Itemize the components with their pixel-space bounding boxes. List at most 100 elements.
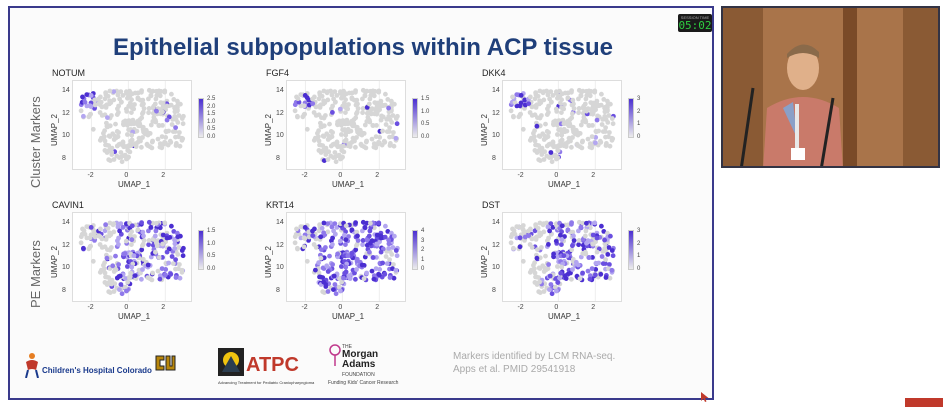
cell-point — [607, 275, 613, 281]
cell-point — [116, 130, 121, 135]
color-legend-bar — [628, 98, 634, 138]
cell-point — [145, 130, 151, 136]
cell-point — [332, 150, 338, 155]
cell-point — [294, 94, 299, 100]
cell-point — [568, 138, 573, 144]
cell-point — [304, 258, 310, 264]
cell-point — [312, 94, 317, 100]
legend-tick-label: 0.5 — [207, 253, 216, 260]
x-tick-label: 0 — [124, 304, 129, 311]
cell-point — [122, 152, 128, 158]
cell-point — [84, 92, 90, 97]
cell-point — [559, 237, 565, 243]
cell-point — [394, 253, 400, 259]
cell-point — [99, 245, 105, 250]
umap-plot — [502, 80, 622, 170]
cell-point — [99, 113, 105, 118]
cell-point — [170, 129, 176, 134]
cell-point — [128, 270, 134, 276]
cell-point — [386, 241, 392, 247]
cell-point — [139, 144, 144, 150]
cell-point — [327, 121, 332, 127]
cell-point — [321, 230, 326, 236]
cell-point — [123, 238, 129, 244]
cell-point — [129, 132, 135, 138]
cell-point — [118, 89, 124, 94]
cell-point — [128, 138, 134, 144]
cell-point — [111, 89, 117, 94]
cell-point — [301, 235, 307, 241]
cell-point — [156, 123, 162, 128]
y-tick-label: 8 — [492, 286, 496, 294]
cell-point — [107, 147, 112, 153]
cell-point — [117, 287, 122, 292]
cell-point — [346, 273, 352, 278]
panel-title: CAVIN1 — [52, 200, 84, 210]
cell-point — [81, 113, 86, 119]
cell-point — [148, 122, 154, 128]
cell-point — [164, 235, 170, 241]
cell-point — [129, 105, 135, 111]
cell-point — [599, 91, 604, 97]
cell-point — [132, 234, 137, 239]
cell-point — [341, 275, 346, 281]
cell-point — [96, 233, 102, 238]
cell-point — [150, 270, 155, 276]
cell-point — [330, 242, 335, 247]
x-tick-label: 0 — [338, 304, 343, 311]
cell-point — [330, 110, 335, 115]
cell-point — [599, 122, 605, 127]
cell-point — [321, 158, 327, 163]
cell-point — [369, 268, 375, 274]
cell-point — [173, 143, 179, 148]
cell-point — [139, 115, 145, 121]
cell-point — [179, 135, 185, 141]
cell-point — [316, 138, 322, 144]
cell-point — [146, 219, 152, 225]
cell-point — [609, 248, 615, 253]
cell-point — [164, 117, 170, 123]
cell-point — [392, 101, 397, 107]
cell-point — [565, 227, 571, 233]
cell-point — [325, 157, 331, 162]
cell-point — [532, 260, 537, 266]
cell-point — [371, 93, 377, 99]
cell-point — [599, 254, 605, 259]
cell-point — [532, 270, 538, 276]
cell-point — [125, 264, 130, 269]
cell-point — [610, 253, 616, 259]
cell-point — [386, 246, 392, 251]
cell-point — [109, 245, 114, 250]
cell-point — [541, 157, 547, 162]
cell-point — [140, 97, 146, 103]
cell-point — [354, 135, 359, 140]
cell-point — [329, 238, 334, 244]
cell-point — [600, 261, 606, 266]
cell-point — [529, 267, 534, 273]
y-tick-label: 12 — [492, 109, 500, 117]
cell-point — [605, 120, 611, 125]
cell-point — [386, 237, 391, 243]
cell-point — [378, 117, 384, 123]
cell-point — [325, 289, 331, 294]
cell-point — [570, 124, 576, 130]
cell-point — [610, 121, 616, 127]
cell-point — [545, 92, 551, 98]
cell-point — [87, 235, 93, 241]
cell-point — [373, 134, 379, 139]
cell-point — [577, 144, 583, 150]
cell-point — [553, 106, 559, 112]
cell-point — [335, 119, 340, 125]
cell-point — [343, 237, 349, 243]
cell-point — [179, 267, 185, 273]
cell-point — [554, 156, 559, 162]
y-tick-label: 14 — [62, 87, 70, 95]
cell-point — [157, 144, 163, 150]
morgan-adams-logo: THE Morgan Adams FOUNDATION Funding Kids… — [328, 344, 428, 392]
cell-point — [321, 220, 327, 226]
panel-title: DST — [482, 200, 500, 210]
cell-point — [148, 93, 154, 98]
legend-tick-label: 0.5 — [421, 121, 430, 128]
color-legend-bar — [412, 98, 418, 138]
cell-point — [587, 225, 593, 231]
